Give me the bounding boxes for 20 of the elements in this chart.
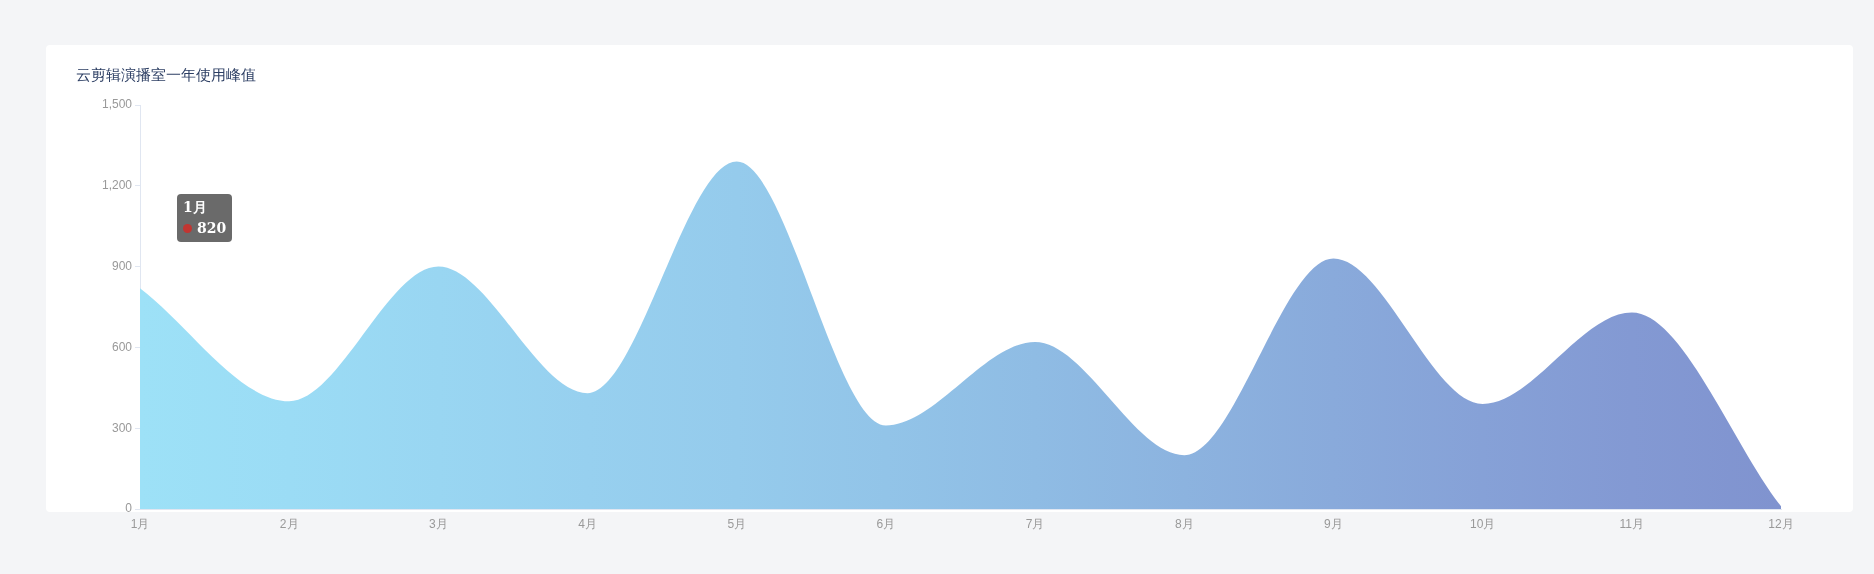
chart-title: 云剪辑演播室一年使用峰值	[76, 66, 256, 85]
x-tick-label: 9月	[1324, 516, 1343, 531]
x-tick-label: 8月	[1174, 516, 1194, 531]
x-tick-label: 3月	[429, 516, 448, 531]
y-tick-label: 0	[125, 501, 133, 516]
annotation: 1月 820	[183, 198, 227, 238]
y-tick-label: 300	[111, 420, 133, 435]
x-tick-label: 12月	[1768, 516, 1794, 531]
x-tick-label: 10月	[1469, 516, 1496, 531]
x-tick-label: 6月	[876, 516, 896, 531]
x-tick-label: 4月	[578, 516, 597, 531]
x-tick-label: 7月	[1025, 516, 1045, 531]
y-tick-label: 600	[111, 339, 133, 354]
y-tick-label: 1,200	[101, 178, 133, 193]
y-tick-label: 900	[111, 258, 133, 273]
x-tick-label: 11月	[1619, 516, 1645, 531]
y-tick-label: 1,500	[101, 97, 133, 112]
x-tick-label: 2月	[279, 516, 299, 531]
x-tick-label: 1月	[130, 516, 150, 531]
x-tick-label: 5月	[727, 516, 747, 531]
